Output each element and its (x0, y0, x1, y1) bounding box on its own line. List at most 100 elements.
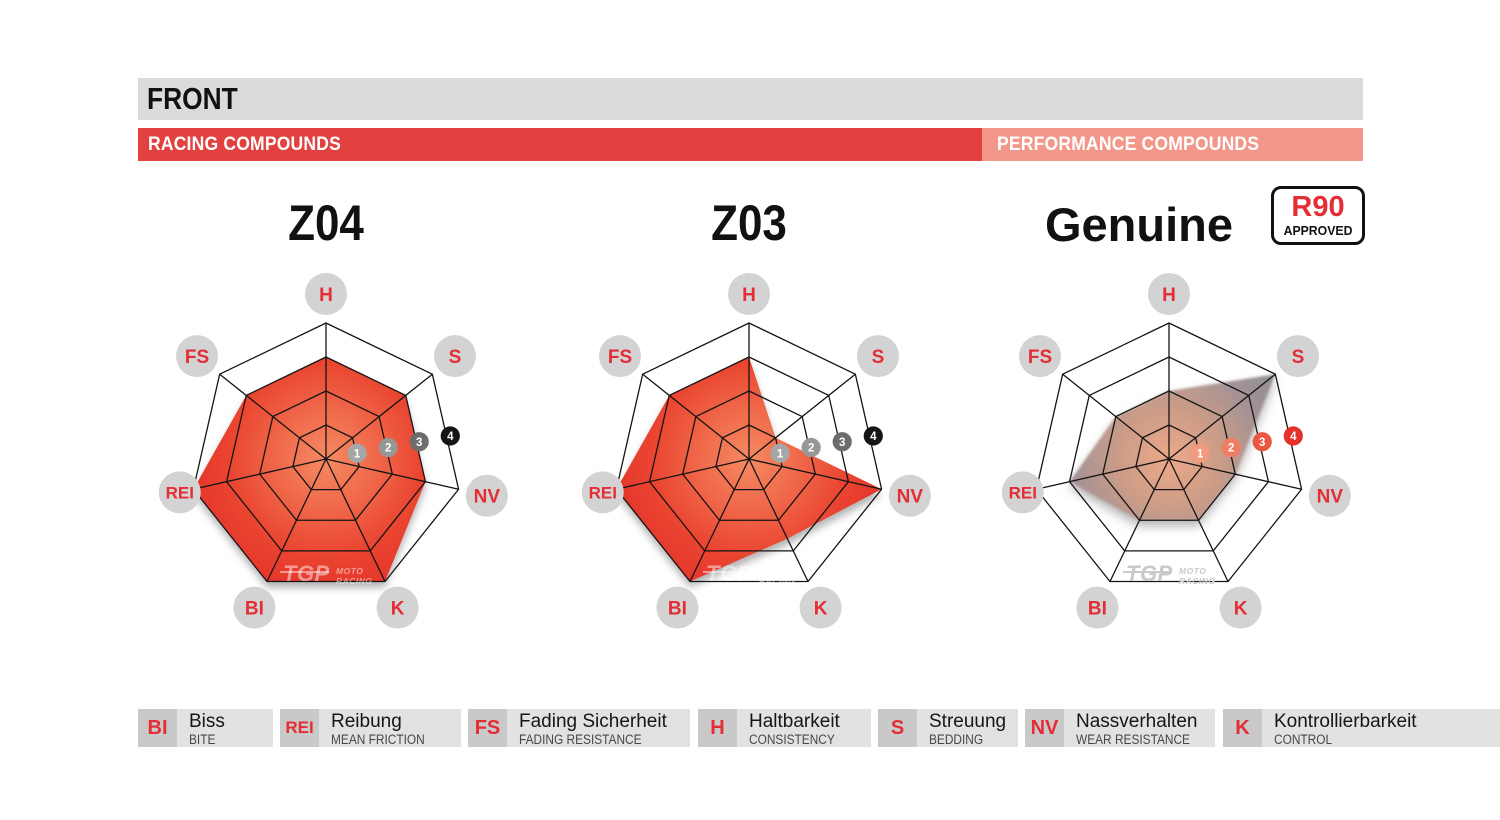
svg-text:MOTO: MOTO (759, 566, 786, 576)
r90-badge-text: R90 (1291, 191, 1345, 224)
grid-ring-3 (1068, 356, 1270, 552)
svg-text:NV: NV (474, 487, 501, 508)
radar-polygon-genuine (1069, 374, 1276, 521)
grid-ring-3 (225, 356, 427, 552)
axis-spoke-nv (1168, 458, 1302, 490)
racing-compounds-bar: RACING COMPOUNDS (138, 128, 982, 161)
chart-title-genuine: Genuine (1044, 198, 1234, 251)
approved-badge-text: APPROVED (1283, 223, 1353, 239)
svg-text:REI: REI (166, 483, 194, 502)
axis-label-s: S (434, 335, 477, 378)
axis-spoke-bi (266, 458, 327, 582)
svg-text:2: 2 (808, 443, 814, 455)
axis-spoke-nv (748, 458, 882, 490)
svg-text:TGP: TGP (1126, 561, 1173, 586)
legend-terms: Kontrollierbarkeit CONTROL (1262, 709, 1417, 747)
svg-text:BI: BI (245, 598, 264, 619)
legend-terms: Reibung MEAN FRICTION (319, 709, 438, 747)
scale-marker-3: 3 (409, 432, 429, 452)
svg-text:NV: NV (897, 487, 924, 508)
scale-marker-4: 4 (863, 426, 883, 446)
axis-label-fs: FS (1018, 335, 1061, 378)
legend-terms: Fading Sicherheit FADING RESISTANCE (507, 709, 667, 747)
chart-title-z04: Z04 (288, 195, 364, 251)
scale-marker-2: 2 (1221, 437, 1241, 458)
axis-spoke-bi (1109, 458, 1170, 582)
svg-text:REI: REI (1009, 483, 1037, 502)
svg-text:BI: BI (668, 598, 687, 619)
svg-text:RACING: RACING (1179, 576, 1216, 586)
svg-text:2: 2 (1228, 443, 1234, 455)
radar-grid (615, 322, 883, 583)
axis-label-nv: NV (465, 474, 508, 517)
svg-text:S: S (872, 347, 885, 368)
svg-text:S: S (449, 347, 462, 368)
axis-label-k: K (376, 586, 419, 629)
axis-spoke-rei (1036, 458, 1170, 490)
svg-text:S: S (1292, 347, 1305, 368)
svg-text:H: H (319, 285, 333, 306)
scale-markers: 1 2 3 4 (1190, 426, 1303, 463)
svg-text:NV: NV (1317, 487, 1344, 508)
axis-label-bi: BI (233, 586, 276, 629)
svg-text:REI: REI (589, 483, 617, 502)
legend-terms: Haltbarkeit CONSISTENCY (737, 709, 847, 747)
scale-marker-3: 3 (832, 432, 852, 452)
scale-marker-4: 4 (1283, 426, 1303, 446)
svg-text:K: K (391, 598, 405, 619)
grid-ring-4 (1035, 322, 1303, 583)
scale-marker-1: 1 (347, 443, 367, 463)
grid-ring-1 (1135, 424, 1203, 491)
axis-spoke-s (1168, 373, 1276, 460)
legend-term-de: Kontrollierbarkeit (1274, 711, 1417, 732)
axis-label-h: H (305, 273, 347, 315)
svg-text:MOTO: MOTO (336, 566, 363, 576)
scale-marker-3: 3 (1252, 432, 1272, 452)
axis-label-rei: REI (1001, 471, 1044, 514)
axis-label-h: H (728, 273, 770, 315)
front-section-label: FRONT (147, 81, 238, 116)
svg-text:4: 4 (1290, 431, 1297, 443)
svg-text:FS: FS (185, 347, 209, 368)
svg-text:K: K (1234, 598, 1248, 619)
axis-label-fs: FS (175, 335, 218, 378)
legend-abbr-bi: BI (138, 709, 177, 747)
legend-item-s: S Streuung BEDDING (878, 709, 1018, 747)
grid-ring-2 (681, 390, 817, 521)
axis-spoke-fs (642, 373, 750, 460)
svg-text:FS: FS (1028, 347, 1052, 368)
axis-label-rei: REI (581, 471, 624, 514)
radar-grid (1035, 322, 1303, 583)
legend-term-en: BEDDING (929, 732, 984, 747)
axis-spoke-k (325, 458, 386, 582)
grid-ring-3 (648, 356, 850, 552)
legend-item-k: K Kontrollierbarkeit CONTROL (1223, 709, 1500, 747)
svg-text:MOTO: MOTO (1179, 566, 1206, 576)
radar-polygon-z04 (193, 357, 426, 582)
legend-item-rei: REI Reibung MEAN FRICTION (280, 709, 461, 747)
svg-text:3: 3 (839, 437, 845, 449)
svg-text:BI: BI (1088, 598, 1107, 619)
svg-text:TGP: TGP (706, 561, 753, 586)
axis-label-bi: BI (656, 586, 699, 629)
legend-term-en: BITE (189, 732, 216, 747)
legend-term-de: Nassverhalten (1076, 711, 1198, 732)
axis-labels: H S NV K BI REI FS (581, 273, 931, 629)
grid-ring-2 (258, 390, 394, 521)
scale-marker-2: 2 (801, 437, 821, 458)
axis-label-nv: NV (1308, 474, 1351, 517)
legend-item-h: H Haltbarkeit CONSISTENCY (698, 709, 871, 747)
axis-label-k: K (1219, 586, 1262, 629)
svg-text:H: H (742, 285, 756, 306)
svg-text:4: 4 (870, 431, 877, 443)
axis-label-bi: BI (1076, 586, 1119, 629)
legend-item-fs: FS Fading Sicherheit FADING RESISTANCE (468, 709, 690, 747)
legend-term-en: WEAR RESISTANCE (1076, 732, 1190, 747)
svg-text:4: 4 (447, 431, 454, 443)
axis-label-rei: REI (158, 471, 201, 514)
svg-text:RACING: RACING (336, 576, 373, 586)
r90-approved-badge: R90 APPROVED (1271, 186, 1365, 245)
